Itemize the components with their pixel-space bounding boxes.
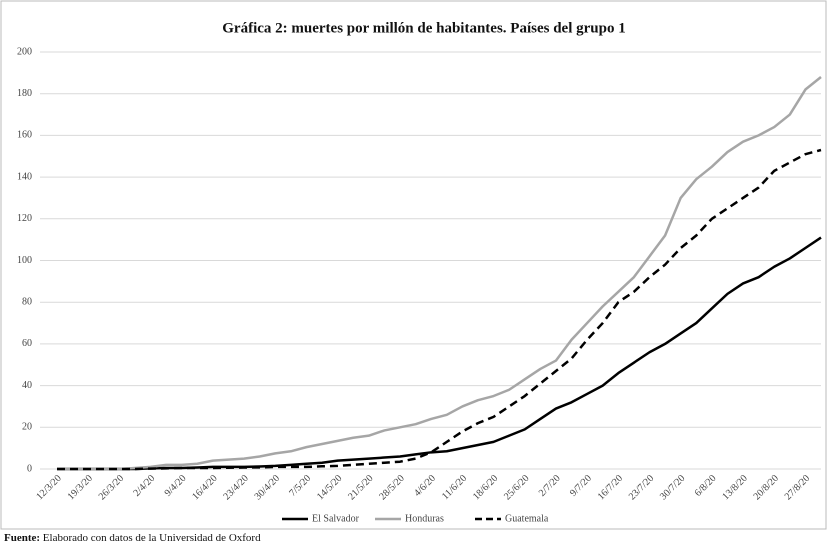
x-tick-label: 23/4/20 bbox=[221, 473, 250, 502]
y-tick-label: 0 bbox=[27, 463, 32, 474]
y-tick-label: 200 bbox=[17, 46, 32, 57]
x-tick-label: 9/7/20 bbox=[568, 473, 594, 499]
x-tick-label: 9/4/20 bbox=[163, 473, 189, 499]
legend-label: Honduras bbox=[405, 513, 444, 524]
chart-title: Gráfica 2: muertes por millón de habitan… bbox=[222, 20, 625, 36]
x-tick-label: 13/8/20 bbox=[720, 473, 749, 502]
x-tick-label: 16/7/20 bbox=[596, 473, 625, 502]
series-line bbox=[57, 76, 822, 471]
x-tick-label: 6/8/20 bbox=[693, 473, 719, 499]
source-label: Fuente: bbox=[4, 532, 40, 544]
chart-border bbox=[0, 0, 827, 530]
legend-label: Guatemala bbox=[505, 513, 549, 524]
source-text: Elaborado con datos de la Universidad de… bbox=[43, 532, 261, 544]
y-tick-label: 140 bbox=[17, 171, 32, 182]
x-tick-label: 18/6/20 bbox=[471, 473, 500, 502]
x-tick-label: 16/4/20 bbox=[190, 473, 219, 502]
y-tick-label: 20 bbox=[22, 422, 32, 433]
source: Fuente: Elaborado con datos de la Univer… bbox=[4, 532, 261, 544]
x-tick-label: 28/5/20 bbox=[377, 473, 406, 502]
x-tick-label: 2/7/20 bbox=[537, 473, 563, 499]
x-tick-label: 2/4/20 bbox=[131, 473, 157, 499]
series-line bbox=[57, 236, 822, 471]
x-tick-label: 20/8/20 bbox=[752, 473, 781, 502]
x-tick-label: 14/5/20 bbox=[315, 473, 344, 502]
x-tick-label: 30/4/20 bbox=[253, 473, 282, 502]
y-tick-label: 60 bbox=[22, 338, 32, 349]
legend-label: El Salvador bbox=[312, 513, 360, 524]
y-tick-label: 80 bbox=[22, 296, 32, 307]
x-tick-label: 30/7/20 bbox=[658, 473, 687, 502]
y-tick-label: 180 bbox=[17, 88, 32, 99]
x-tick-label: 27/8/20 bbox=[783, 473, 812, 502]
y-tick-label: 160 bbox=[17, 130, 32, 141]
y-tick-label: 40 bbox=[22, 380, 32, 391]
x-tick-label: 26/3/20 bbox=[97, 473, 126, 502]
y-tick-label: 100 bbox=[17, 255, 32, 266]
series-line bbox=[57, 148, 822, 471]
x-tick-label: 19/3/20 bbox=[66, 473, 95, 502]
y-tick-label: 120 bbox=[17, 213, 32, 224]
x-tick-label: 7/5/20 bbox=[287, 473, 313, 499]
x-tick-label: 11/6/20 bbox=[440, 473, 469, 502]
x-tick-label: 21/5/20 bbox=[346, 473, 375, 502]
x-tick-label: 25/6/20 bbox=[502, 473, 531, 502]
x-tick-label: 4/6/20 bbox=[412, 473, 438, 499]
x-tick-label: 12/3/20 bbox=[34, 473, 63, 502]
x-tick-label: 23/7/20 bbox=[627, 473, 656, 502]
